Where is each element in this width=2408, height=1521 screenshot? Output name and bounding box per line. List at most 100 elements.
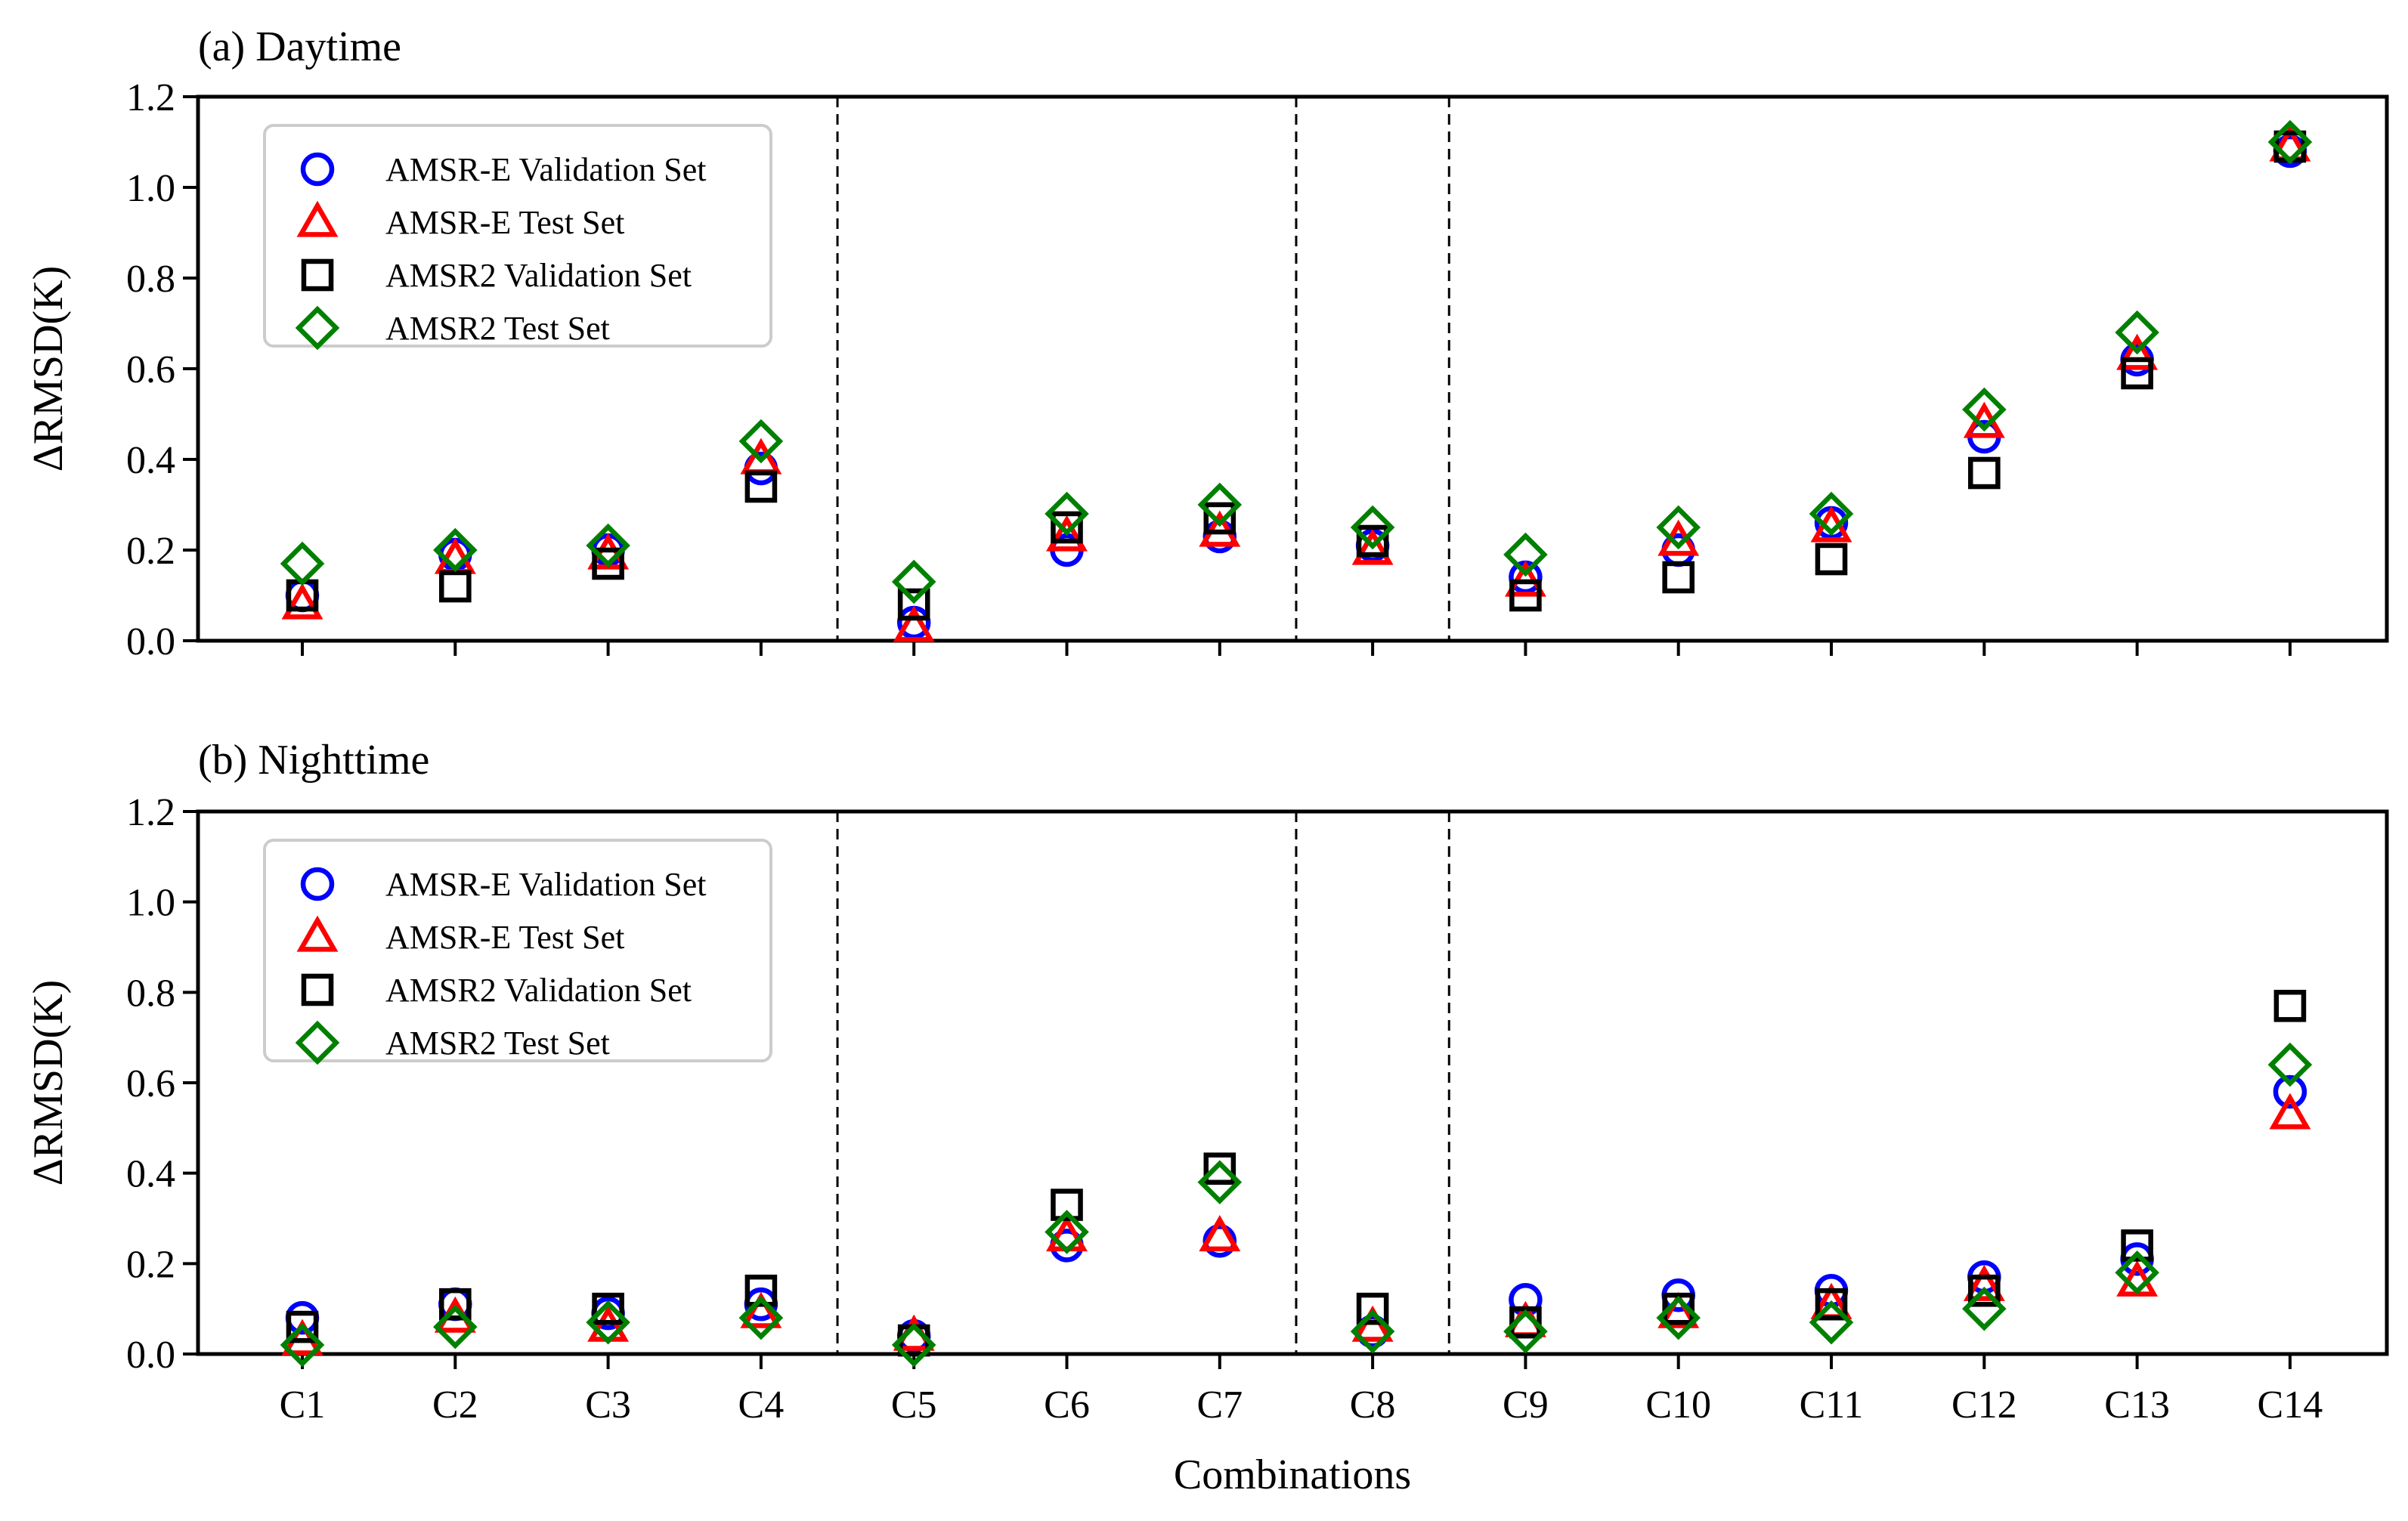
x-tick-label: C3 — [585, 1383, 631, 1427]
legend: AMSR-E Validation Set AMSR-E Test Set AMSR… — [263, 839, 772, 1065]
y-tick-label: 0.8 — [126, 972, 175, 1015]
data-point-diamond — [891, 559, 936, 604]
data-point-square — [2121, 1229, 2153, 1262]
legend-label: AMSR-E Test Set — [385, 204, 624, 241]
y-tick-label: 1.2 — [126, 76, 175, 119]
legend-item: AMSR-E Validation Set — [300, 866, 707, 903]
data-point-diamond — [1197, 1160, 1243, 1204]
data-point-diamond — [2115, 1250, 2159, 1295]
panel-title: (a) Daytime — [198, 23, 401, 70]
y-tick-label: 0.4 — [126, 1153, 175, 1196]
panel-nighttime: (b) Nighttime 0.0 0.2 0.4 0.6 0.8 1.0 1.2 C1 C2 C3… — [25, 737, 2389, 1427]
legend-label: AMSR-E Validation Set — [385, 151, 707, 188]
data-point-circle — [2273, 1074, 2307, 1109]
y-tick-label: 1.0 — [126, 882, 175, 925]
legend-label: AMSR2 Validation Set — [385, 972, 692, 1009]
legend-marker-square — [301, 973, 334, 1006]
x-tick-label: C13 — [2104, 1383, 2170, 1427]
data-point-square — [1051, 511, 1083, 544]
y-tick-label: 0.0 — [126, 1334, 175, 1377]
data-point-triangle — [1351, 528, 1394, 565]
data-point-diamond — [2267, 119, 2313, 165]
x-tick-label: C6 — [1044, 1383, 1090, 1427]
y-tick-label: 0.6 — [126, 348, 175, 391]
series-amsr2-test-set — [280, 119, 2313, 604]
legend-label: AMSR-E Validation Set — [385, 866, 707, 903]
y-tick-label: 0.6 — [126, 1062, 175, 1105]
data-point-diamond — [1656, 505, 1701, 550]
x-tick-label: C2 — [432, 1383, 478, 1427]
legend-label: AMSR2 Validation Set — [385, 257, 692, 294]
legend-marker-triangle — [296, 915, 339, 952]
legend-item: AMSR2 Validation Set — [301, 257, 692, 294]
data-point-diamond — [1656, 1295, 1701, 1340]
series-amsr2-validation-set — [286, 989, 2307, 1357]
x-tick-label: C1 — [280, 1383, 326, 1427]
data-point-square — [1662, 561, 1695, 594]
data-point-square — [1815, 543, 1848, 576]
data-point-triangle — [2116, 333, 2159, 370]
data-point-triangle — [740, 1291, 782, 1328]
y-axis-title: ΔRMSD(K) — [25, 980, 72, 1186]
x-tick-label: C7 — [1196, 1383, 1243, 1427]
data-point-square — [1968, 1274, 2001, 1307]
x-tick-label: C11 — [1800, 1383, 1864, 1427]
y-tick-label: 0.2 — [126, 1243, 175, 1286]
legend-item: AMSR2 Test Set — [295, 305, 610, 351]
legend-item: AMSR2 Validation Set — [301, 972, 692, 1009]
x-tick-label: C4 — [738, 1383, 785, 1427]
data-point-diamond — [1503, 1309, 1548, 1354]
legend-marker-triangle — [296, 200, 339, 237]
data-point-diamond — [1350, 1309, 1395, 1354]
data-point-diamond — [891, 1322, 936, 1368]
series-amsr2-test-set — [280, 1042, 2313, 1368]
data-point-square — [2121, 357, 2153, 390]
legend-label: AMSR2 Test Set — [385, 1025, 610, 1062]
data-point-square — [1815, 1288, 1848, 1321]
x-tick-label: C12 — [1951, 1383, 2017, 1427]
data-point-square — [897, 588, 930, 621]
x-tick-label: C10 — [1645, 1383, 1711, 1427]
data-point-diamond — [738, 419, 784, 464]
legend-marker-diamond — [295, 305, 340, 351]
series-amsr-e-test-set — [281, 1093, 2311, 1356]
data-point-square — [439, 570, 472, 603]
legend-item: AMSR2 Test Set — [295, 1020, 610, 1065]
data-point-square — [1356, 1292, 1389, 1325]
data-point-triangle — [1199, 1215, 1241, 1252]
x-axis-title: Combinations — [1174, 1451, 1411, 1498]
legend-marker-circle — [300, 152, 335, 187]
y-tick-label: 1.0 — [126, 167, 175, 210]
data-point-square — [592, 547, 624, 580]
data-point-diamond — [2267, 1042, 2313, 1087]
panel-title: (b) Nighttime — [198, 737, 429, 784]
legend-marker-circle — [300, 867, 335, 901]
data-point-square — [1051, 1189, 1083, 1221]
data-point-triangle — [893, 605, 935, 642]
data-point-diamond — [1350, 505, 1395, 550]
x-tick-label: C5 — [891, 1383, 937, 1427]
data-point-diamond — [1045, 1210, 1089, 1254]
data-point-square — [439, 1288, 472, 1321]
legend-box — [263, 839, 772, 1062]
data-point-square — [1968, 456, 2001, 490]
panel-daytime: (a) Daytime 0.0 0.2 0.4 0.6 0.8 1.0 1.2 ΔRMSD(K)… — [25, 23, 2389, 663]
legend-item: AMSR-E Test Set — [296, 200, 624, 241]
data-point-square — [744, 470, 778, 503]
legend-item: AMSR-E Validation Set — [300, 151, 707, 188]
y-tick-label: 0.2 — [126, 530, 175, 573]
y-tick-label: 0.4 — [126, 439, 175, 482]
legend-marker-square — [301, 258, 334, 292]
legend-marker-diamond — [295, 1020, 340, 1065]
data-point-diamond — [1045, 491, 1089, 536]
data-point-diamond — [1809, 1300, 1854, 1345]
legend-box — [263, 124, 772, 348]
legend-label: AMSR2 Test Set — [385, 310, 610, 347]
data-point-diamond — [586, 1300, 630, 1345]
y-tick-label: 0.0 — [126, 620, 175, 663]
data-point-diamond — [1809, 491, 1854, 536]
x-tick-label: C14 — [2258, 1383, 2323, 1427]
legend: AMSR-E Validation Set AMSR-E Test Set AMSR… — [263, 124, 772, 351]
data-point-diamond — [738, 1295, 784, 1340]
